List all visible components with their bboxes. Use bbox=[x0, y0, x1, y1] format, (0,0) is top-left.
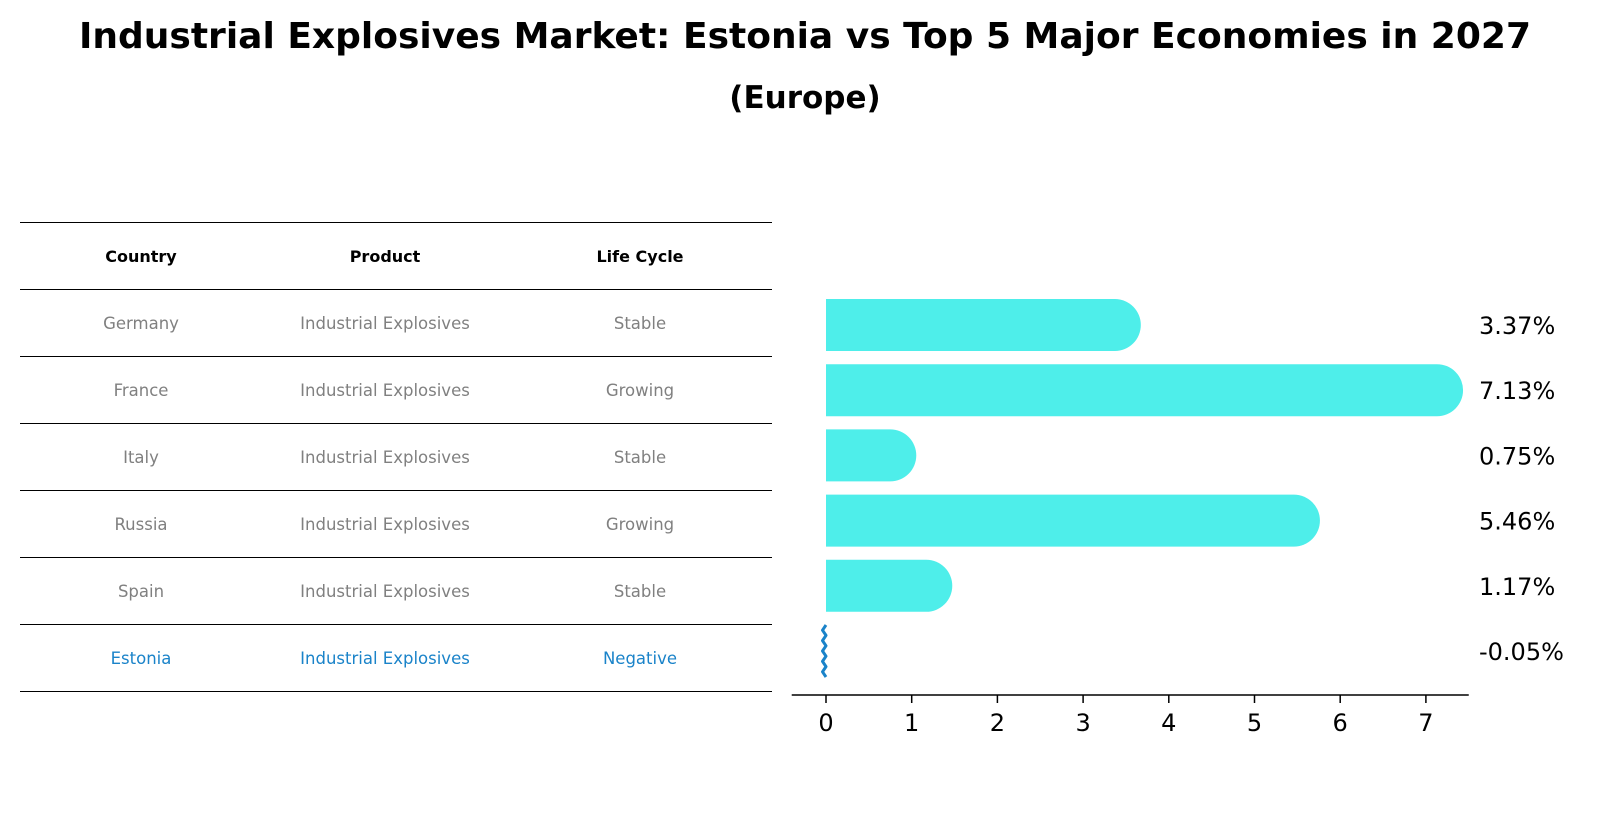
cell-life-cycle: Growing bbox=[508, 490, 772, 558]
cell-country: Russia bbox=[20, 490, 262, 558]
table-row-highlighted: Estonia Industrial Explosives Negative bbox=[20, 624, 772, 692]
cell-life-cycle: Growing bbox=[508, 356, 772, 424]
cell-country: Spain bbox=[20, 557, 262, 625]
table-row: Italy Industrial Explosives Stable bbox=[20, 423, 772, 491]
bar-spain bbox=[826, 559, 953, 612]
x-tick-label: 1 bbox=[904, 709, 919, 737]
data-label: 1.17% bbox=[1479, 573, 1555, 601]
cell-product: Industrial Explosives bbox=[262, 356, 508, 424]
x-tick-label: 4 bbox=[1161, 709, 1176, 737]
bar-germany bbox=[826, 299, 1141, 351]
bar-france bbox=[826, 364, 1464, 417]
cell-country: Germany bbox=[20, 289, 262, 357]
data-label: 0.75% bbox=[1479, 442, 1555, 470]
x-tick-label: 2 bbox=[990, 709, 1005, 737]
chart-title: Industrial Explosives Market: Estonia vs… bbox=[79, 16, 1531, 57]
cell-product: Industrial Explosives bbox=[262, 490, 508, 558]
cell-life-cycle: Negative bbox=[508, 624, 772, 692]
bar-estonia bbox=[821, 624, 828, 678]
cell-country: Italy bbox=[20, 423, 262, 491]
cell-product: Industrial Explosives bbox=[262, 557, 508, 625]
header-life-cycle: Life Cycle bbox=[508, 222, 772, 290]
cell-country: Estonia bbox=[20, 624, 262, 692]
x-tick-label: 7 bbox=[1418, 709, 1433, 737]
table-row: France Industrial Explosives Growing bbox=[20, 356, 772, 424]
x-tick-label: 5 bbox=[1247, 709, 1262, 737]
x-tick-label: 3 bbox=[1075, 709, 1090, 737]
table-row: Russia Industrial Explosives Growing bbox=[20, 490, 772, 558]
bar-russia bbox=[826, 494, 1320, 547]
cell-country: France bbox=[20, 356, 262, 424]
data-label: 5.46% bbox=[1479, 508, 1555, 536]
data-label: -0.05% bbox=[1479, 638, 1564, 666]
market-table: Country Product Life Cycle Germany Indus… bbox=[20, 222, 772, 692]
header-country: Country bbox=[20, 222, 262, 290]
table-header-row: Country Product Life Cycle bbox=[20, 222, 772, 290]
cell-life-cycle: Stable bbox=[508, 423, 772, 491]
data-label: 7.13% bbox=[1479, 377, 1555, 405]
cell-product: Industrial Explosives bbox=[262, 624, 508, 692]
data-label: 3.37% bbox=[1479, 312, 1555, 340]
cell-life-cycle: Stable bbox=[508, 557, 772, 625]
cell-product: Industrial Explosives bbox=[262, 423, 508, 491]
cell-life-cycle: Stable bbox=[508, 289, 772, 357]
table-row: Germany Industrial Explosives Stable bbox=[20, 289, 772, 357]
table-row: Spain Industrial Explosives Stable bbox=[20, 557, 772, 625]
cell-product: Industrial Explosives bbox=[262, 289, 508, 357]
chart-subtitle: (Europe) bbox=[729, 80, 881, 116]
x-tick-label: 0 bbox=[818, 709, 833, 737]
header-product: Product bbox=[262, 222, 508, 290]
x-tick-label: 6 bbox=[1333, 709, 1348, 737]
bar-italy bbox=[826, 429, 917, 482]
